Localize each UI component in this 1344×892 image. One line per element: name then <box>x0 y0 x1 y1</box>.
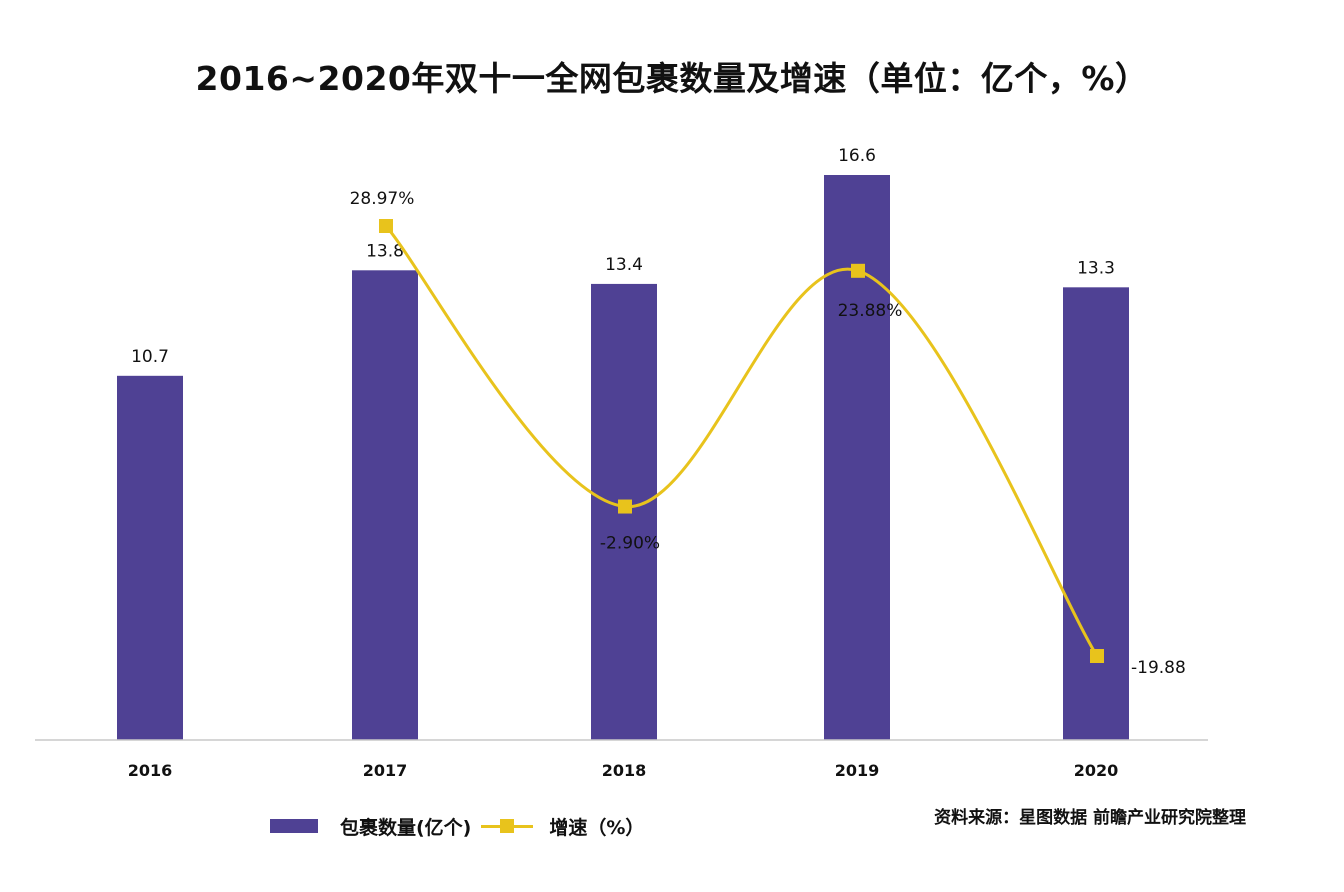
x-tick-label-2017: 2017 <box>363 761 408 780</box>
legend-line-swatch <box>481 818 534 834</box>
x-tick-label-2020: 2020 <box>1074 761 1119 780</box>
source-note: 资料来源：星图数据 前瞻产业研究院整理 <box>934 808 1246 828</box>
growth-label-2017: 28.97% <box>350 189 415 209</box>
x-tick-label-2019: 2019 <box>835 761 880 780</box>
x-tick-label-2018: 2018 <box>602 761 647 780</box>
legend-bar-swatch <box>270 819 318 833</box>
bar-value-label-2020: 13.3 <box>1077 258 1115 278</box>
legend-bar-label: 包裹数量(亿个) <box>340 816 472 839</box>
growth-marker-2017 <box>379 219 393 233</box>
bar-2020 <box>1063 287 1129 740</box>
legend-line-marker <box>500 819 515 833</box>
chart-title: 2016~2020年双十一全网包裹数量及增速（单位：亿个，%） <box>195 59 1149 98</box>
bar-value-label-2016: 10.7 <box>131 347 169 367</box>
growth-marker-2020 <box>1090 649 1104 663</box>
bar-2019 <box>824 175 890 740</box>
x-tick-label-2016: 2016 <box>128 761 173 780</box>
growth-marker-2018 <box>618 499 632 514</box>
bar-value-label-2019: 16.6 <box>838 146 876 166</box>
growth-line <box>384 225 1099 657</box>
bar-2016 <box>117 375 183 740</box>
bar-value-label-2018: 13.4 <box>605 255 643 275</box>
legend-line-label: 增速（%） <box>549 816 645 839</box>
legend: 包裹数量(亿个) 增速（%） <box>270 810 644 842</box>
growth-label-2019: 23.88% <box>838 301 903 321</box>
bar-2017 <box>352 270 418 740</box>
growth-marker-2019 <box>851 263 865 278</box>
growth-label-2020: -19.88 <box>1131 658 1186 678</box>
bar-value-label-2017: 13.8 <box>366 241 404 261</box>
growth-label-2018: -2.90% <box>600 534 660 554</box>
